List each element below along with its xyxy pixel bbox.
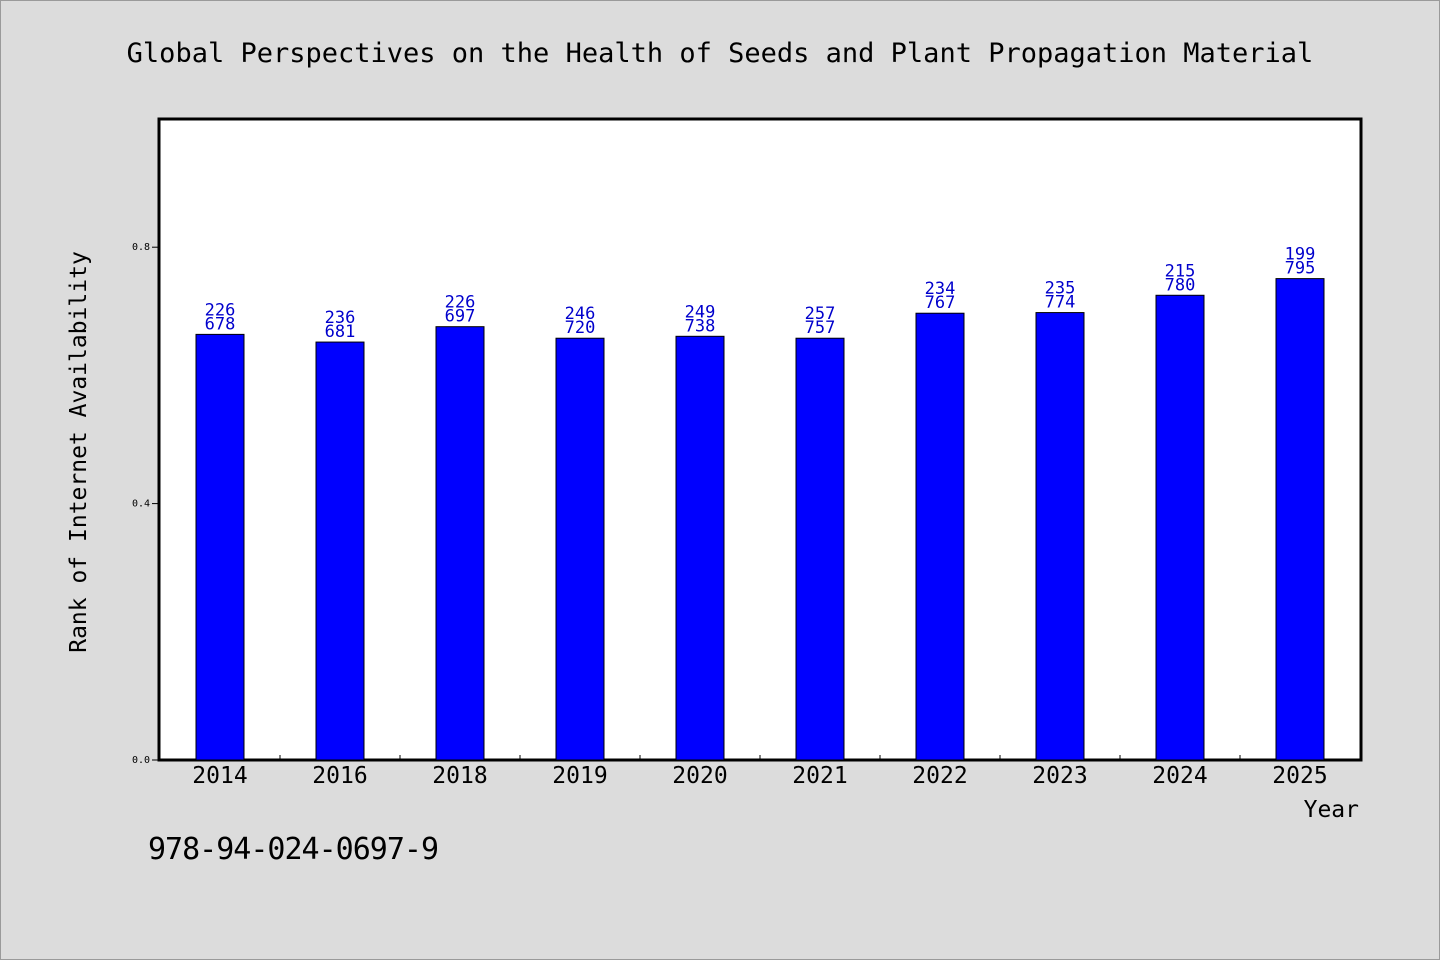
x-tick-label: 2025 — [1272, 763, 1327, 789]
bar — [315, 341, 365, 761]
x-tick-label: 2018 — [432, 763, 487, 789]
isbn-footnote: 978-94-024-0697-9 — [148, 832, 439, 867]
bar-label-bottom: 757 — [805, 318, 836, 338]
bar-label-bottom: 681 — [325, 322, 356, 342]
bar — [675, 335, 725, 761]
x-tick-label: 2021 — [792, 763, 847, 789]
bar-label-top: 199 — [1285, 245, 1316, 265]
y-axis-label: Rank of Internet Availability — [66, 251, 92, 653]
y-axis: 0.0 0.4 0.8 — [132, 242, 160, 766]
bar-label-bottom: 697 — [445, 307, 476, 327]
x-axis-label: Year — [1304, 797, 1359, 823]
bar-series — [195, 278, 1325, 761]
y-tick-label: 0.8 — [132, 242, 150, 253]
bar-label-bottom: 774 — [1045, 293, 1076, 313]
y-tick-label: 0.0 — [132, 755, 150, 766]
bar-label-top: 235 — [1045, 279, 1076, 299]
bar-label-bottom: 795 — [1285, 259, 1316, 279]
x-tick-label: 2024 — [1152, 763, 1207, 789]
bar-label-bottom: 738 — [685, 316, 716, 336]
x-tick-label: 2019 — [552, 763, 607, 789]
bar-label-top: 236 — [325, 308, 356, 328]
y-tick-label: 0.4 — [132, 499, 150, 510]
bar-label-bottom: 678 — [205, 314, 236, 334]
bar-label-top: 246 — [565, 304, 596, 324]
bar — [195, 333, 245, 761]
x-axis: 2014 2016 2018 2019 2020 2021 2022 2023 2024 2025 — [192, 755, 1328, 789]
bar — [1035, 312, 1085, 761]
x-tick-label: 2020 — [672, 763, 727, 789]
bar — [795, 337, 845, 761]
bar-label-top: 234 — [925, 279, 956, 299]
bar-label-top: 249 — [685, 302, 716, 322]
x-tick-label: 2016 — [312, 763, 367, 789]
bar — [915, 312, 965, 761]
bar — [1275, 278, 1325, 761]
bar-label-bottom: 767 — [925, 293, 956, 313]
bar — [555, 337, 605, 761]
bar-label-top: 226 — [205, 300, 236, 320]
bar-label-bottom: 720 — [565, 318, 596, 338]
x-tick-label: 2014 — [192, 763, 247, 789]
bar — [1155, 294, 1205, 761]
chart-title: Global Perspectives on the Health of See… — [127, 38, 1314, 69]
bar-label-bottom: 780 — [1165, 275, 1196, 295]
x-tick-label: 2023 — [1032, 763, 1087, 789]
bar — [435, 326, 485, 761]
bar-label-top: 257 — [805, 304, 836, 324]
bar-label-top: 215 — [1165, 261, 1196, 281]
bar-label-top: 226 — [445, 293, 476, 313]
x-tick-label: 2022 — [912, 763, 967, 789]
